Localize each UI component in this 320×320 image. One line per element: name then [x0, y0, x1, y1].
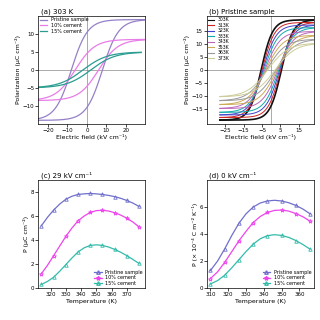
Legend: Pristine sample, 10% cement, 15% cement: Pristine sample, 10% cement, 15% cement [40, 18, 89, 34]
Text: (d) 0 kV cm⁻¹: (d) 0 kV cm⁻¹ [209, 171, 256, 179]
Y-axis label: P (μC cm⁻²): P (μC cm⁻²) [23, 216, 29, 252]
X-axis label: Temperature (K): Temperature (K) [235, 299, 286, 304]
Legend: Pristine sample, 10% cement, 15% cement: Pristine sample, 10% cement, 15% cement [263, 269, 312, 286]
Text: (b) Pristine sample: (b) Pristine sample [209, 8, 275, 15]
X-axis label: Electric field (kV cm⁻¹): Electric field (kV cm⁻¹) [225, 134, 296, 140]
Legend: 303K, 313K, 323K, 333K, 343K, 353K, 363K, 373K: 303K, 313K, 323K, 333K, 343K, 353K, 363K… [208, 17, 229, 60]
Y-axis label: P (× 10⁻⁴ C m⁻² K⁻¹): P (× 10⁻⁴ C m⁻² K⁻¹) [192, 203, 198, 266]
Text: (c) 29 kV cm⁻¹: (c) 29 kV cm⁻¹ [41, 171, 92, 179]
Text: (a) 303 K: (a) 303 K [41, 8, 73, 15]
X-axis label: Electric field (kV cm⁻¹): Electric field (kV cm⁻¹) [56, 134, 127, 140]
Legend: Pristine sample, 10% cement, 15% cement: Pristine sample, 10% cement, 15% cement [94, 269, 143, 286]
Y-axis label: Polarization (μC cm⁻²): Polarization (μC cm⁻²) [15, 36, 21, 104]
Y-axis label: Polarization (μC cm⁻²): Polarization (μC cm⁻²) [184, 36, 190, 104]
X-axis label: Temperature (K): Temperature (K) [66, 299, 117, 304]
